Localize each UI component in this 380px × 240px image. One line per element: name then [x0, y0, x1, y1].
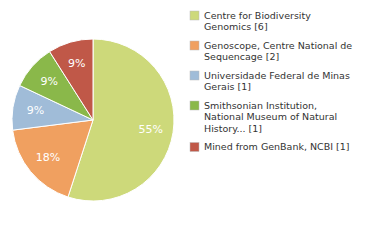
legend-swatch [190, 71, 199, 80]
legend-label-line: Gerais [1] [204, 81, 251, 92]
legend-label-line: Smithsonian Institution, [204, 100, 317, 111]
legend-item: Centre for BiodiversityGenomics [6] [190, 10, 311, 33]
data-label: 18% [36, 151, 60, 164]
data-label: 9% [41, 75, 58, 88]
legend-label: Universidade Federal de MinasGerais [1] [204, 70, 350, 93]
legend-item: Mined from GenBank, NCBI [1] [190, 141, 350, 152]
legend-label: Centre for BiodiversityGenomics [6] [204, 10, 311, 33]
legend-label: Smithsonian Institution,National Museum … [204, 100, 337, 134]
legend-label-line: Sequencage [2] [204, 51, 279, 62]
chart-container: 55% 18% 9% 9% 9% Centre for BiodiversityGenom… [0, 0, 380, 240]
legend-item: Universidade Federal de MinasGerais [1] [190, 70, 350, 93]
legend-label-line: Genoscope, Centre National de [204, 40, 352, 51]
data-label: 9% [68, 57, 85, 70]
data-labels: 55% 18% 9% 9% 9% [27, 57, 163, 163]
legend-label-line: Mined from GenBank, NCBI [1] [204, 141, 350, 152]
legend: Centre for BiodiversityGenomics [6] Genos… [190, 10, 352, 153]
legend-swatch [190, 101, 199, 110]
chart-svg: 55% 18% 9% 9% 9% Centre for BiodiversityGenom… [0, 0, 380, 240]
legend-label-line: Centre for Biodiversity [204, 10, 311, 21]
legend-label-line: Universidade Federal de Minas [204, 70, 350, 81]
data-label: 9% [27, 104, 44, 117]
data-label: 55% [138, 123, 162, 136]
legend-label-line: National Museum of Natural [204, 111, 337, 122]
legend-swatch [190, 41, 199, 50]
legend-item: Smithsonian Institution,National Museum … [190, 100, 337, 134]
legend-swatch [190, 143, 199, 152]
legend-item: Genoscope, Centre National deSequencage … [190, 40, 352, 63]
pie-slice [13, 120, 93, 197]
pie [12, 39, 174, 201]
legend-swatch [190, 11, 199, 20]
legend-label: Genoscope, Centre National deSequencage … [204, 40, 352, 63]
legend-label-line: History... [1] [204, 123, 262, 134]
legend-label: Mined from GenBank, NCBI [1] [204, 141, 350, 152]
legend-label-line: Genomics [6] [204, 21, 268, 32]
